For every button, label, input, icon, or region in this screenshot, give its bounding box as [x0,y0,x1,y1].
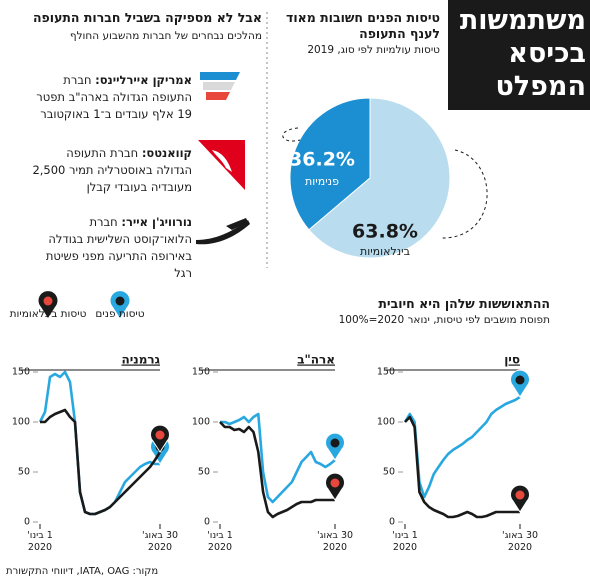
source: מקור: IATA, OAG, דיווחי התקשורת [6,566,159,577]
series-line [40,408,162,516]
legend-pin-dot [43,296,53,306]
pie-subtitle: טיסות עולמיות לפי סוג, 2019 [307,44,440,56]
series-line [38,370,160,516]
series-line [404,415,520,519]
legend-label: טיסות פנים [95,308,145,320]
y-tick-label: 50 [18,467,30,478]
norwegian-logo [196,218,250,245]
airline-item: קוואנטס: חברת התעופה הגדולה באוסטרליה תמ… [32,145,192,196]
qantas-logo [198,140,245,190]
pie-slice [289,97,371,231]
airline-item: אמריקן איירליינס: חברת התעופה הגדולה באר… [32,72,192,123]
pin-dot [515,490,525,500]
y-tick-label: 0 [24,517,30,528]
y-tick-label: 100 [192,417,210,428]
airline-text: חברת התעופה הגדולה באוסטרליה תמיר 2,500 … [32,146,192,194]
panel-title: ארה"ב [297,353,335,367]
pie-value-label: 63.8% [352,221,418,243]
legend-label: טיסות בינלאומיות [9,308,87,320]
x-tick-label: 1 בינו' 2020 [27,530,53,553]
y-tick-label: 0 [204,517,210,528]
lines-subtitle: תפוסת מושבים לפי טיסות, ינואר 2020=100% [338,314,550,326]
pin-dot [330,438,340,448]
pie-slice [308,97,451,259]
y-tick-label: 50 [198,467,210,478]
pin-dot [515,375,525,385]
airline-name: נורוויג'ן אייר: [121,215,192,229]
airlines-subtitle: מהלכים נבחרים של חברות מהשבוע החולף [69,30,262,42]
x-tick-label: 30 באוג' 2020 [316,530,354,553]
legend-pin-dot [115,296,125,306]
lines-title: ההתאוששות שלהן היא חיובית [378,296,550,311]
pin-dot [330,478,340,488]
y-tick-label: 150 [377,367,395,378]
y-tick-label: 50 [383,467,395,478]
x-tick-label: 1 בינו' 2020 [207,530,233,553]
pie-label: פנימיות [305,175,339,188]
airline-name: קוואנטס: [141,146,192,160]
y-tick-label: 150 [12,367,30,378]
airline-text: חברת התעופה הגדולה בארה"ב תפטר 19 אלף עו… [36,73,192,121]
airline-text: חברת הלואו־קוסט השלישית בגודלה באירופה ה… [45,215,192,280]
y-tick-label: 150 [192,367,210,378]
x-tick-label: 30 באוג' 2020 [141,530,179,553]
title-box [448,0,590,110]
pie-label: בינלאומיות [360,245,410,258]
series-line [219,421,335,519]
dashed-arrow [282,127,301,142]
series-line [403,395,521,499]
y-tick-label: 100 [377,417,395,428]
x-tick-label: 30 באוג' 2020 [501,530,539,553]
page-title: משתמשות בכיסא המפלט [459,5,586,102]
pie-title: טיסות הפנים חשובות מאוד לענף התעופה [285,10,440,41]
pie-value-label: 36.2% [289,149,355,171]
panel-title: סין [504,353,520,367]
airline-name: אמריקן איירליינס: [95,73,192,87]
y-tick-label: 100 [12,417,30,428]
airlines-title: אבל לא מספיקה בשביל חברות התעופה [32,10,262,25]
y-tick-label: 0 [389,517,395,528]
x-tick-label: 1 בינו' 2020 [392,530,418,553]
panel-title: גרמניה [122,353,161,367]
airline-item: נורוויג'ן אייר: חברת הלואו־קוסט השלישית … [32,214,192,282]
american-logo [200,72,240,100]
pin-dot [155,430,165,440]
series-line [220,412,336,504]
